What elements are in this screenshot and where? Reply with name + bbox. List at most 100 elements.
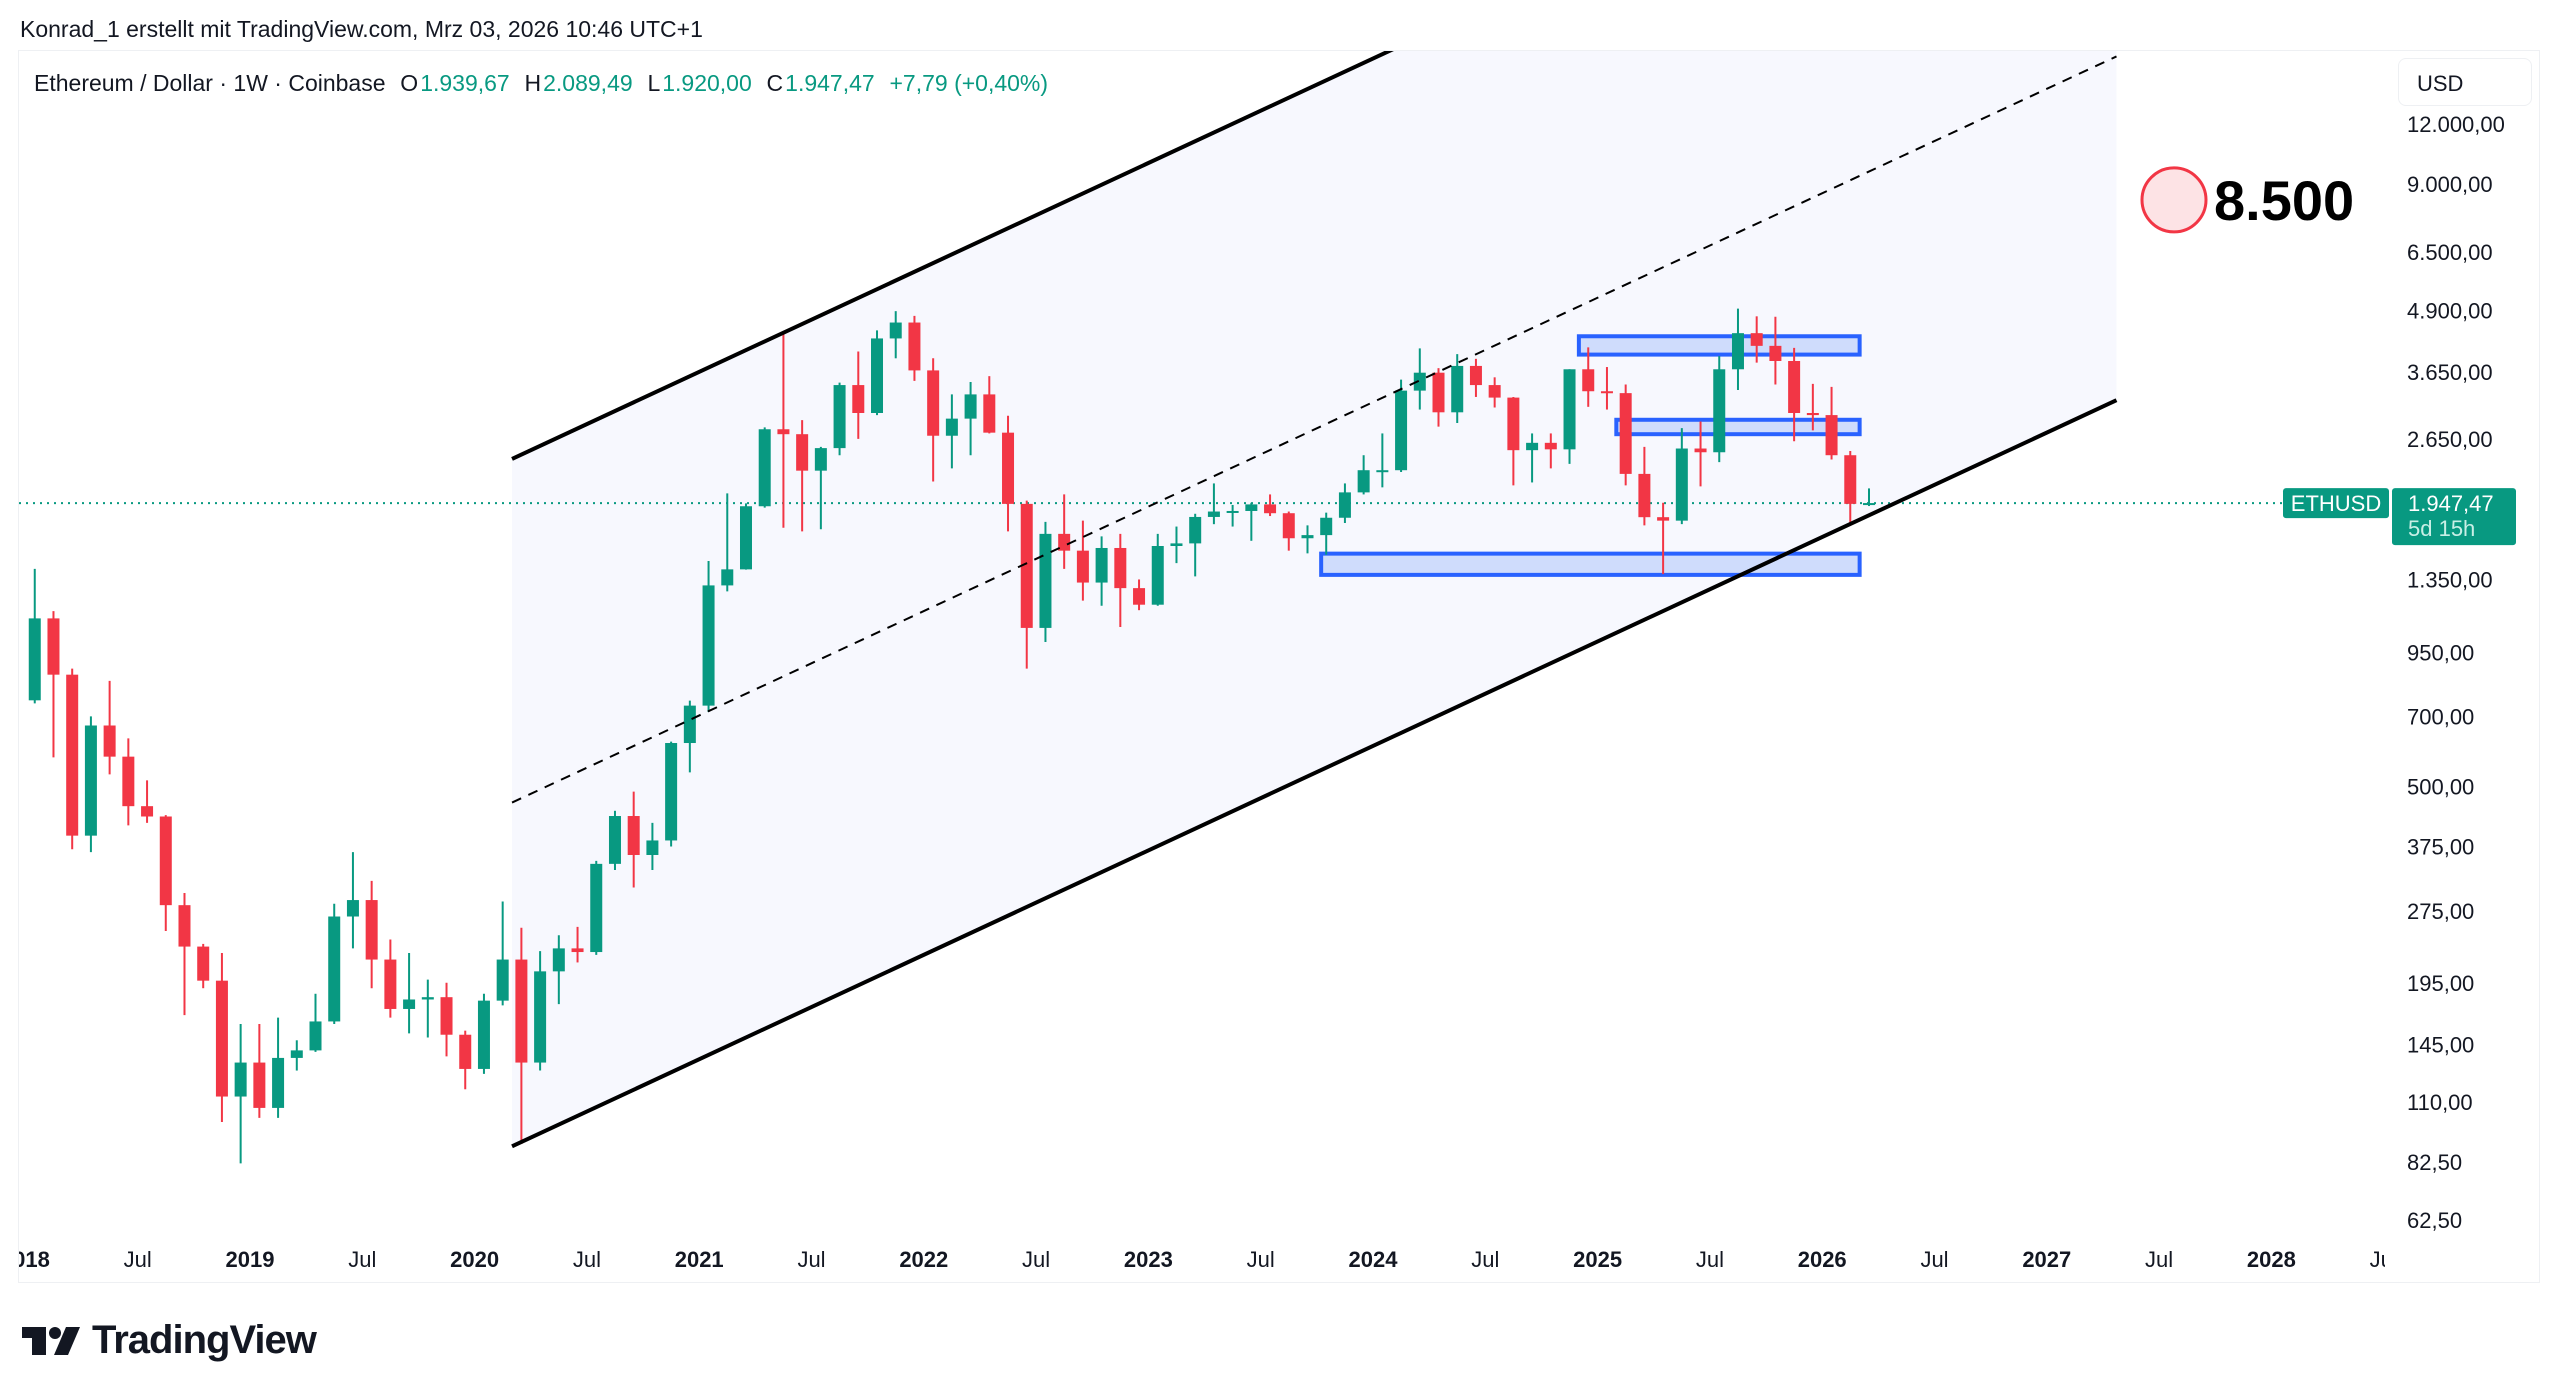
candle [1825,386,1838,460]
candle-body [178,905,191,947]
candle-body [309,1021,322,1051]
x-tick-label: 2019 [226,1247,275,1272]
price-tag-countdown: 5d 15h [2408,516,2475,541]
candle-body [346,900,359,917]
candle-body [1731,333,1744,370]
candle [365,880,378,989]
candle [964,382,977,456]
candle [1189,513,1202,577]
candle [889,311,902,359]
y-tick-label: 62,50 [2407,1208,2462,1233]
candle [1544,433,1557,469]
candle [1226,504,1239,527]
candle [1432,368,1445,427]
open-label: O [400,70,419,96]
candle-body [215,980,228,1097]
candle [159,815,172,932]
x-tick-label: Jul [1920,1247,1948,1272]
candle-body [365,900,378,960]
candle-body [1526,442,1539,451]
candle [1619,384,1632,486]
candle [608,810,621,870]
candle [1488,377,1501,408]
candle-body [197,946,210,981]
candle [927,358,940,482]
low-value: 1.920,00 [662,70,752,96]
y-tick-label: 2.650,00 [2407,427,2493,452]
candle [1750,316,1763,363]
symbol-legend: Ethereum / Dollar · 1W · Coinbase O1.939… [34,70,1050,97]
candle [1526,433,1539,483]
candle-body [927,370,940,436]
candle-body [796,434,809,471]
candle-body [1769,345,1782,361]
candle [1301,525,1314,554]
x-tick-label: 2026 [1798,1247,1847,1272]
tradingview-logo[interactable]: TradingView [22,1318,317,1363]
candle-body [1301,535,1314,539]
channel-lower-line [511,398,2118,1149]
candle-body [84,725,97,836]
candle-body [1395,390,1408,471]
candle-body [253,1062,266,1108]
candle-body [590,863,603,953]
x-tick-label: 2021 [675,1247,724,1272]
candle [84,716,97,853]
x-tick-label: Jul [1471,1247,1499,1272]
close-value: 1.947,47 [785,70,875,96]
candle-body [1488,385,1501,398]
candle-body [1750,333,1763,346]
candle-body [908,322,921,371]
y-tick-label: 4.900,00 [2407,299,2493,324]
candle-body [1170,543,1183,547]
candle-body [1507,397,1520,451]
candle-body [1469,365,1482,386]
candle-body [234,1062,247,1097]
candle-body [1039,533,1052,628]
channel-middle-line [511,55,2117,804]
open-value: 1.939,67 [420,70,510,96]
channel-upper-line [511,51,1394,461]
price-tag [2392,488,2516,546]
x-tick-label: 2023 [1124,1247,1173,1272]
x-tick-label: Jul [1696,1247,1724,1272]
candle [1806,383,1819,431]
candle-body [1582,369,1595,392]
candle [346,852,359,949]
candle [908,315,921,381]
candle [739,503,752,570]
candle-body [814,448,827,471]
candle [627,791,640,888]
y-tick-label: 500,00 [2407,775,2474,800]
candle [1002,415,1015,532]
y-tick-label: 3.650,00 [2407,360,2493,385]
candle [777,334,790,528]
candle [945,394,958,469]
high-value: 2.089,49 [543,70,633,96]
candle-body [1264,504,1277,514]
candle-body [889,322,902,339]
candle [234,1024,247,1164]
candle-body [552,948,565,972]
candle-body [28,618,41,701]
candle-body [47,618,60,675]
candle [1095,536,1108,606]
candle-body [459,1034,472,1069]
candle [215,952,228,1123]
y-tick-label: 6.500,00 [2407,240,2493,265]
candle-body [1002,432,1015,504]
candle-body [739,506,752,570]
candle [515,927,528,1144]
candle [1451,354,1464,423]
candle-body [1245,504,1258,511]
candle-body [983,394,996,433]
candle-body [534,971,547,1063]
candle [1320,512,1333,555]
currency-button[interactable]: USD [2398,58,2532,106]
candle [796,420,809,532]
candle-body [702,585,715,706]
candle-body [384,959,397,1009]
candle-body [122,756,135,807]
candle [590,860,603,955]
